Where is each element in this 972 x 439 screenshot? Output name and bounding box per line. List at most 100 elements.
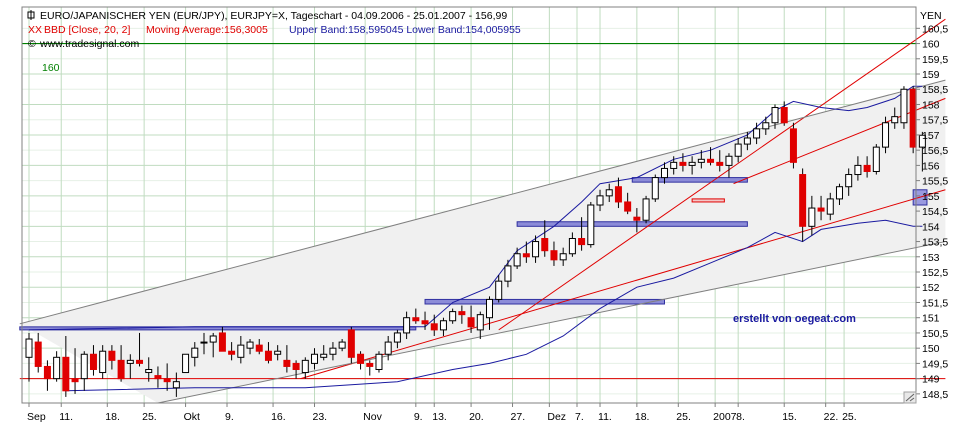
candle: [762, 116, 770, 135]
y-tick-label: 149: [922, 374, 940, 386]
x-tick-label: Okt: [184, 411, 200, 423]
y-tick-label: 159: [922, 69, 940, 81]
indicator-prefix: XX: [28, 24, 42, 36]
candle-body: [476, 314, 484, 331]
candle-body: [34, 341, 42, 367]
candle-body: [891, 116, 899, 124]
candle: [449, 308, 457, 324]
candle: [145, 357, 153, 382]
candle-body: [762, 122, 770, 130]
candle-body: [126, 359, 134, 364]
candle: [117, 345, 125, 382]
candle: [108, 345, 116, 370]
candle: [237, 335, 245, 364]
candle: [311, 348, 319, 370]
resize-grip-icon[interactable]: [903, 391, 917, 404]
candle-body: [587, 204, 595, 246]
y-tick-label: 156,5: [922, 145, 948, 157]
candle: [412, 308, 420, 324]
candle: [430, 314, 438, 336]
x-tick-label: Nov: [363, 411, 382, 423]
candle: [716, 150, 724, 172]
candle-body: [532, 241, 540, 258]
candle: [357, 351, 365, 370]
candle-body: [218, 332, 226, 352]
x-tick-label: 16.: [271, 411, 286, 423]
candle: [200, 332, 208, 355]
candle-body: [854, 164, 862, 176]
candle: [375, 351, 383, 373]
watermark-text: erstellt von oegeat.com: [733, 313, 856, 325]
trend-line: [498, 18, 946, 331]
moving-average-value: Moving Average:156,3005: [146, 24, 268, 36]
candle-body: [799, 174, 807, 227]
candle-body: [182, 353, 190, 374]
candle-body: [71, 378, 79, 383]
x-tick-label: 27.: [511, 411, 526, 423]
candles: [25, 86, 926, 397]
candle: [53, 351, 61, 382]
chart-header: EURO/JAPANISCHER YEN (EUR/JPY), EURJPY=X…: [27, 10, 521, 50]
candle-body: [99, 350, 107, 374]
candle-body: [458, 311, 466, 316]
candle: [504, 259, 512, 288]
candle: [808, 195, 816, 236]
candle: [246, 339, 254, 355]
candle: [734, 137, 742, 163]
candle: [863, 156, 871, 178]
candle: [403, 311, 411, 340]
band-values: Upper Band:158,595045 Lower Band:154,005…: [289, 24, 521, 36]
x-axis-labels: Sep 11. 18. 25. Okt 9. 16. 23. Nov 9. 13. 20. 27. Dez…: [27, 403, 857, 423]
x-tick-label: Dez: [547, 411, 566, 423]
candle: [550, 241, 558, 266]
trend-line: [300, 189, 946, 380]
candle: [670, 156, 678, 175]
candle: [587, 201, 595, 248]
x-tick-label: 2007: [713, 411, 737, 423]
candle: [274, 345, 282, 361]
candle-body: [412, 317, 420, 322]
candle: [835, 183, 843, 205]
candle: [89, 345, 97, 376]
candle-body: [172, 381, 180, 389]
candle-body: [191, 347, 199, 358]
candle: [228, 342, 236, 361]
candle-body: [808, 207, 816, 227]
y-tick-label: 151: [922, 313, 940, 325]
candle-body: [145, 368, 153, 374]
candle: [329, 342, 337, 361]
candle-body: [89, 353, 97, 370]
candle: [743, 131, 751, 151]
currency-label: YEN: [920, 10, 942, 22]
candle-body: [283, 359, 291, 367]
candle-body: [918, 134, 926, 148]
x-tick-label: 18.: [635, 411, 650, 423]
y-tick-label: 150,5: [922, 328, 948, 340]
candle: [71, 348, 79, 394]
candle-body: [716, 161, 724, 166]
candle-body: [734, 143, 742, 157]
candle: [918, 131, 926, 172]
candle: [366, 360, 374, 376]
candle: [882, 116, 890, 154]
candle-body: [541, 238, 549, 252]
y-tick-label: 156: [922, 160, 940, 172]
candle-body: [614, 186, 622, 203]
candle-body: [522, 253, 530, 258]
x-tick-label: 25.: [676, 411, 691, 423]
candle: [393, 329, 401, 349]
candle: [707, 147, 715, 166]
y-tick-label: 157,5: [922, 115, 948, 127]
candle: [789, 122, 797, 169]
candle: [522, 241, 530, 263]
candle-body: [513, 253, 521, 267]
candle-body: [467, 317, 475, 328]
candle: [826, 192, 834, 221]
candle-body: [780, 107, 788, 124]
candle-body: [439, 320, 447, 331]
candle-body: [495, 280, 503, 300]
candle: [578, 217, 586, 251]
candle: [513, 247, 521, 269]
upper-band-line: [28, 85, 923, 331]
